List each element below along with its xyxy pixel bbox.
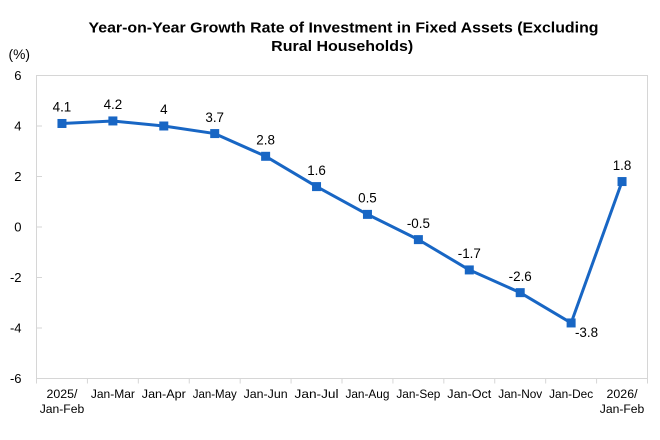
svg-text:4.1: 4.1 (53, 100, 72, 115)
svg-text:2025/: 2025/ (46, 387, 78, 401)
svg-text:2.8: 2.8 (256, 133, 275, 148)
svg-text:Jan-Nov: Jan-Nov (498, 387, 543, 401)
svg-text:Jan-Oct: Jan-Oct (447, 387, 492, 401)
svg-text:Jan-Jul: Jan-Jul (295, 387, 339, 401)
svg-text:1.6: 1.6 (307, 163, 326, 178)
svg-text:2: 2 (14, 169, 21, 184)
svg-text:Year-on-Year Growth Rate of In: Year-on-Year Growth Rate of Investment i… (89, 21, 599, 37)
svg-text:-2.6: -2.6 (509, 269, 532, 284)
svg-text:Jan-Jun: Jan-Jun (244, 387, 288, 401)
svg-text:Rural Households): Rural Households) (271, 39, 413, 55)
svg-text:-0.5: -0.5 (407, 216, 430, 231)
svg-text:Jan-Sep: Jan-Sep (396, 387, 440, 401)
svg-text:-3.8: -3.8 (575, 325, 598, 340)
svg-text:6: 6 (14, 68, 21, 83)
svg-text:Jan-Feb: Jan-Feb (600, 402, 645, 416)
svg-text:Jan-Aug: Jan-Aug (345, 387, 389, 401)
svg-text:0.5: 0.5 (358, 191, 377, 206)
svg-text:Jan-Feb: Jan-Feb (40, 402, 85, 416)
svg-text:(%): (%) (9, 47, 30, 62)
svg-text:Jan-May: Jan-May (193, 387, 238, 401)
svg-text:-6: -6 (10, 371, 22, 386)
svg-text:-2: -2 (10, 270, 22, 285)
svg-text:-4: -4 (10, 321, 22, 336)
svg-text:4: 4 (14, 119, 21, 134)
svg-text:Jan-Apr: Jan-Apr (142, 387, 186, 401)
svg-text:3.7: 3.7 (205, 110, 224, 125)
svg-text:-1.7: -1.7 (458, 246, 481, 261)
svg-text:Jan-Dec: Jan-Dec (549, 387, 593, 401)
svg-text:0: 0 (14, 220, 21, 235)
svg-text:4.2: 4.2 (104, 97, 123, 112)
svg-text:2026/: 2026/ (607, 387, 639, 401)
svg-text:4: 4 (160, 102, 168, 117)
svg-text:Jan-Mar: Jan-Mar (91, 387, 135, 401)
svg-text:1.8: 1.8 (613, 158, 632, 173)
